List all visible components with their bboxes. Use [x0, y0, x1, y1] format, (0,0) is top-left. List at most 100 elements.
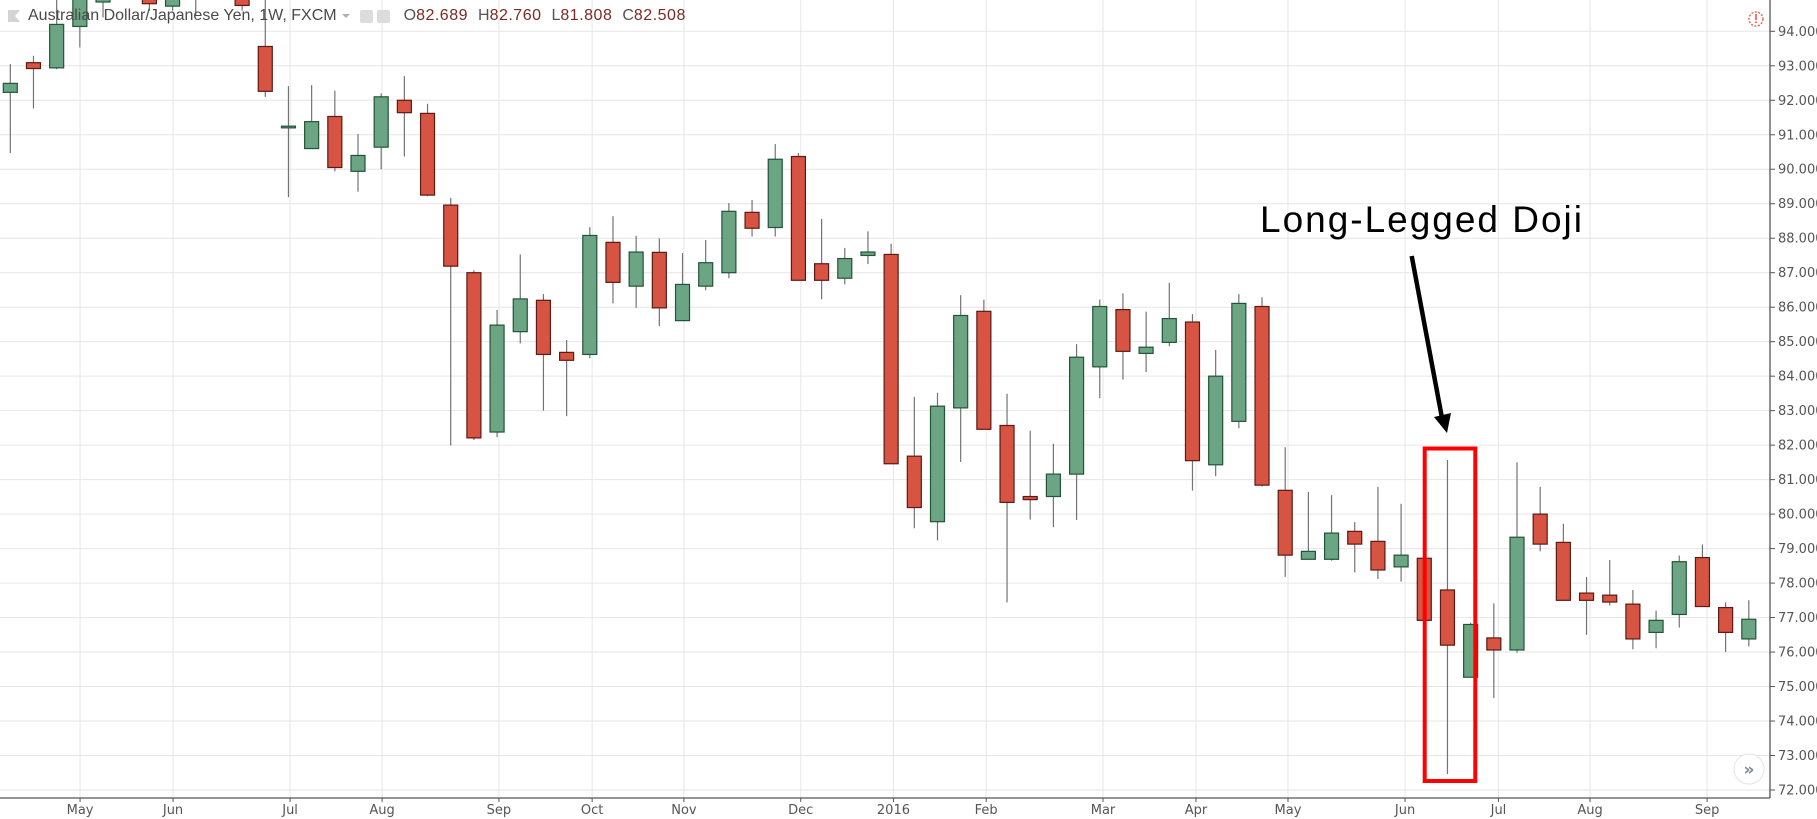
candle — [1045, 443, 1062, 528]
y-tick-label: 72.000 — [1778, 784, 1817, 799]
candle-body-down — [1022, 495, 1038, 501]
y-tick-label: 74.000 — [1778, 715, 1817, 730]
y-tick-label: 78.000 — [1778, 577, 1817, 592]
candle — [1648, 610, 1664, 649]
symbol-title[interactable]: Australian Dollar/Japanese Yen, 1W, FXCM — [28, 7, 337, 24]
candle-body-up — [280, 125, 297, 129]
y-tick-label: 88.000 — [1778, 232, 1817, 247]
candle — [767, 144, 783, 237]
candle-body-down — [1254, 305, 1270, 486]
time-axis[interactable]: May Jun Jul Aug Sep Oct Nov Dec 2016 Feb Mar Apr May… — [0, 797, 1770, 818]
candle — [1254, 297, 1270, 487]
candle-body-down — [1694, 556, 1711, 608]
x-tick-label: Aug — [1577, 803, 1602, 818]
y-tick-label: 92.000 — [1778, 94, 1817, 109]
candle — [304, 85, 320, 150]
y-tick-label: 94.000 — [1778, 25, 1817, 40]
y-tick-label: 87.000 — [1778, 266, 1817, 281]
scroll-to-realtime-button[interactable]: » — [1733, 753, 1765, 785]
candle-body-up — [674, 283, 691, 322]
candle-body-up — [1068, 356, 1085, 475]
candle-body-down — [744, 211, 760, 229]
y-tick-label: 83.000 — [1778, 404, 1817, 419]
candle-body-up — [1231, 302, 1247, 422]
candle-body-down — [234, 0, 250, 7]
candle — [49, 0, 65, 70]
high-label: H — [478, 7, 490, 24]
candle-body-up — [164, 0, 181, 7]
open-value: 82.689 — [416, 7, 468, 24]
candle — [1208, 349, 1224, 477]
candle — [929, 392, 946, 541]
arrow-head — [1434, 413, 1451, 433]
candle — [1138, 311, 1154, 373]
annotation: Long-Legged Doji — [1260, 199, 1582, 783]
low-value: 81.808 — [560, 7, 613, 24]
y-tick-label: 77.000 — [1778, 611, 1817, 626]
x-tick-label: Jun — [1394, 803, 1415, 818]
candle — [790, 153, 807, 281]
y-tick-label: 84.000 — [1778, 370, 1817, 385]
chevron-down-icon[interactable] — [341, 14, 350, 18]
price-axis[interactable]: 94.000 93.000 92.000 91.000 90.000 89.000 88.0… — [1769, 0, 1817, 799]
candle-body-down — [1184, 321, 1201, 462]
candle — [2, 64, 18, 154]
candle — [234, 0, 250, 11]
y-tick-label: 81.000 — [1778, 473, 1817, 488]
candle-body-down — [1578, 592, 1595, 601]
x-tick-label: May — [67, 803, 94, 818]
candle — [582, 227, 598, 359]
x-tick-label: Oct — [581, 803, 603, 818]
candle — [1277, 447, 1293, 577]
double-chevron-right-icon: » — [1744, 760, 1755, 780]
warning-icon[interactable] — [1748, 11, 1764, 27]
gear-icon[interactable] — [376, 9, 390, 23]
candle — [1741, 600, 1757, 647]
y-tick-label: 90.000 — [1778, 163, 1817, 178]
collapse-legend-icon[interactable] — [8, 10, 20, 22]
candle-body-down — [605, 241, 621, 283]
x-tick-label: Jul — [1490, 803, 1507, 818]
candle-body-down — [257, 45, 273, 92]
candle — [1671, 555, 1687, 628]
candle — [976, 299, 992, 430]
candle — [396, 76, 412, 157]
candle — [25, 55, 42, 109]
candle — [1022, 430, 1038, 520]
x-tick-label: Sep — [487, 803, 512, 818]
eye-icon[interactable] — [359, 9, 373, 23]
candle — [72, 0, 88, 48]
candle-body-up — [1393, 554, 1409, 568]
y-tick-label: 73.000 — [1778, 749, 1817, 764]
candle-body-down — [1115, 309, 1131, 352]
y-tick-label: 93.000 — [1778, 59, 1817, 74]
close-value: 82.508 — [633, 7, 686, 24]
candle-body-up — [767, 158, 783, 229]
x-tick-label: Apr — [1185, 803, 1208, 818]
candle — [1532, 486, 1548, 552]
y-tick-label: 86.000 — [1778, 301, 1817, 316]
candle-body-up — [512, 298, 528, 333]
candle-body-up — [1323, 532, 1340, 560]
candle-body-up — [860, 251, 876, 257]
candle-body-down — [25, 62, 42, 70]
candle — [466, 270, 482, 440]
annotation-label: Long-Legged Doji — [1260, 199, 1582, 240]
high-value: 82.760 — [489, 7, 542, 24]
candles — [2, 0, 1757, 775]
candle — [1625, 589, 1641, 650]
y-tick-label: 75.000 — [1778, 680, 1817, 695]
y-tick-label: 80.000 — [1778, 508, 1817, 523]
candle — [860, 231, 876, 265]
candle — [489, 309, 505, 438]
candle — [535, 294, 552, 411]
candle-body-up — [1648, 619, 1664, 633]
candle-body-down — [466, 272, 482, 439]
y-tick-label: 79.000 — [1778, 542, 1817, 557]
candle — [651, 238, 667, 327]
candle — [837, 247, 853, 285]
candle-body-down — [141, 0, 157, 5]
candle-body-up — [489, 324, 505, 433]
candle-body-up — [1671, 561, 1687, 616]
